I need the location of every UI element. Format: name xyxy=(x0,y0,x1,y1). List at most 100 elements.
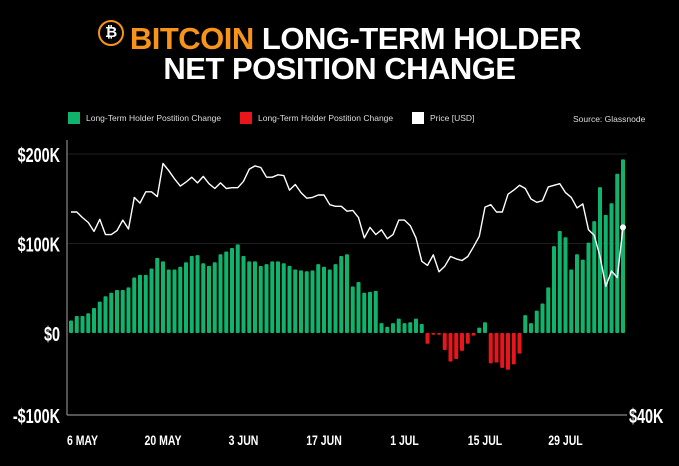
legend-swatch-green xyxy=(68,112,80,124)
bar-positive xyxy=(276,261,280,333)
legend-swatch-white xyxy=(412,112,424,124)
bar-negative xyxy=(511,333,516,365)
bar-positive xyxy=(92,307,96,333)
bar-negative xyxy=(500,333,505,368)
bar-positive xyxy=(281,263,286,333)
bar-positive xyxy=(345,254,349,333)
bar-positive xyxy=(86,313,91,333)
bar-positive xyxy=(368,291,372,333)
bar-positive xyxy=(546,287,551,333)
bar-positive xyxy=(333,264,338,333)
bar-positive xyxy=(327,269,332,333)
bar-positive xyxy=(212,262,217,333)
bar-negative xyxy=(488,333,493,364)
bar-positive xyxy=(379,323,384,333)
bar-negative xyxy=(442,333,447,351)
bar-negative xyxy=(506,333,510,370)
bar-positive xyxy=(97,301,102,333)
bar-positive xyxy=(350,286,355,333)
bar-positive xyxy=(483,322,487,333)
y-tick-label: $0 xyxy=(44,323,60,346)
bar-negative xyxy=(460,333,464,351)
bar-positive xyxy=(161,261,165,333)
bar-positive xyxy=(477,327,482,333)
bar-negative xyxy=(425,333,430,344)
bar-positive xyxy=(253,261,257,333)
bar-positive xyxy=(609,203,614,333)
bar-positive xyxy=(195,255,200,333)
bar-positive xyxy=(149,268,154,333)
bar-positive xyxy=(373,290,378,333)
bar-positive xyxy=(304,271,309,333)
bar-positive xyxy=(109,292,114,333)
legend-item-price: Price [USD] xyxy=(412,112,474,124)
bar-positive xyxy=(529,323,533,333)
bar-positive xyxy=(552,246,556,333)
bar-positive xyxy=(172,269,177,333)
bar-positive xyxy=(143,274,148,333)
bar-positive xyxy=(224,251,229,333)
bar-negative xyxy=(454,333,459,359)
bar-positive xyxy=(207,265,211,333)
chart-title-line-1: ₿ BITCOIN LONG-TERM HOLDER xyxy=(0,20,679,56)
bar-positive xyxy=(540,303,545,333)
x-tick-label: 20 MAY xyxy=(145,433,183,449)
bar-positive xyxy=(362,292,367,333)
bar-positive xyxy=(69,320,73,333)
bar-positive xyxy=(316,264,321,333)
x-tick-label: 6 MAY xyxy=(67,433,99,449)
bar-positive xyxy=(235,244,240,333)
bar-positive xyxy=(557,230,562,333)
bar-positive xyxy=(115,290,119,333)
y-tick-label: $200K xyxy=(18,144,61,167)
bar-positive xyxy=(419,324,424,333)
bar-positive xyxy=(391,323,395,333)
bar-positive xyxy=(396,318,401,333)
bar-positive xyxy=(74,315,79,333)
bar-positive xyxy=(586,242,591,333)
legend-item-positive: Long-Term Holder Postition Change xyxy=(68,112,221,124)
bar-negative xyxy=(437,333,441,335)
price-line xyxy=(71,162,624,288)
x-tick-label: 15 JUL xyxy=(468,433,503,449)
bar-positive xyxy=(258,265,263,333)
bar-negative xyxy=(517,333,522,354)
bar-positive xyxy=(569,269,574,333)
title-coin: BITCOIN xyxy=(129,21,254,56)
bar-positive xyxy=(580,259,585,333)
bar-positive xyxy=(523,315,528,333)
source-note: Source: Glassnode xyxy=(573,114,646,124)
x-tick-label: 29 JUL xyxy=(548,433,583,449)
bar-positive xyxy=(230,247,234,333)
x-tick-label: 3 JUN xyxy=(229,433,259,449)
bar-negative xyxy=(494,333,499,363)
bar-positive xyxy=(80,315,85,333)
bar-positive xyxy=(563,237,568,333)
bar-positive xyxy=(534,310,539,333)
legend-swatch-red xyxy=(240,112,252,124)
y-tick-label: $100K xyxy=(18,233,61,256)
bar-positive xyxy=(155,257,160,333)
chart-title-line-2: NET POSITION CHANGE xyxy=(163,51,516,86)
bar-positive xyxy=(621,159,625,333)
bar-positive xyxy=(189,256,194,333)
bar-positive xyxy=(264,264,269,333)
bar-positive xyxy=(299,270,303,333)
bar-positive xyxy=(356,281,361,333)
bar-positive xyxy=(132,277,137,333)
bar-negative xyxy=(471,333,476,336)
title-rest: LONG-TERM HOLDER xyxy=(261,21,582,56)
bar-positive xyxy=(339,256,344,333)
bar-positive xyxy=(575,254,579,333)
bar-positive xyxy=(103,296,108,333)
bitcoin-logo-icon: ₿ xyxy=(97,20,124,46)
bar-positive xyxy=(270,261,275,333)
legend-item-negative: Long-Term Holder Postition Change xyxy=(240,112,393,124)
y-tick-label: -$100K xyxy=(13,405,61,428)
bar-positive xyxy=(201,263,206,333)
bar-negative xyxy=(431,333,436,335)
bar-negative xyxy=(465,333,470,344)
bar-positive xyxy=(120,290,125,333)
price-last-point-marker xyxy=(620,224,626,231)
